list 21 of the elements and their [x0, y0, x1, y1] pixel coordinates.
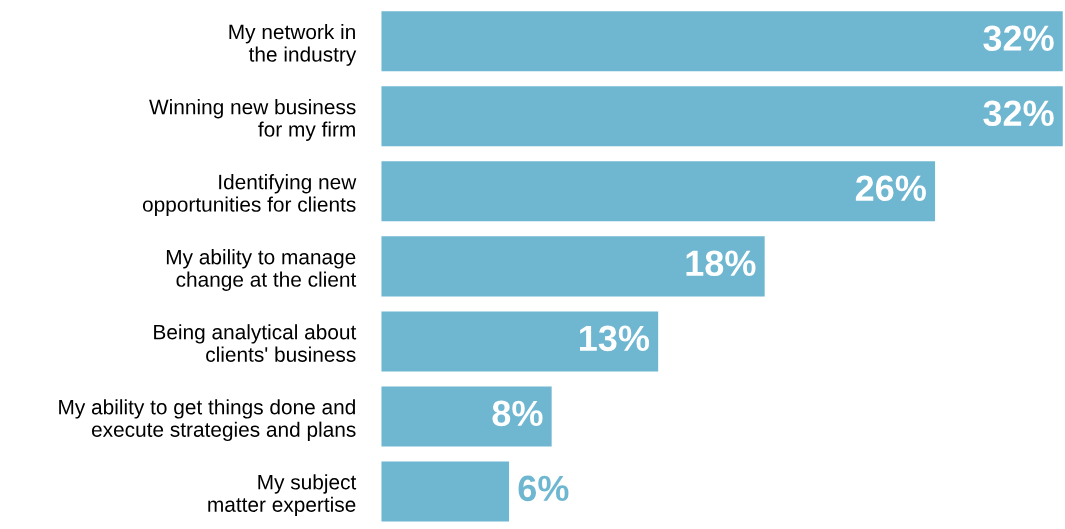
bar [381, 236, 765, 297]
y-tick-label: Being analytical about clients' business [154, 324, 357, 362]
y-tick-label: My network in the industry [229, 24, 357, 66]
data-label: 13% [579, 325, 650, 352]
y-tick-label: My ability to get things done and execute strategies and plans [59, 399, 356, 442]
y-tick-label: Identifying new opportunities for clients [142, 174, 357, 216]
data-label: 8% [492, 400, 543, 427]
bar [381, 386, 552, 447]
data-label: 32% [983, 25, 1054, 52]
data-label: 6% [518, 475, 569, 502]
y-tick-label: My ability to manage change at the client [166, 249, 357, 291]
bar [381, 86, 1063, 147]
data-label: 32% [983, 100, 1054, 127]
bar [381, 311, 659, 372]
data-label: 26% [855, 175, 926, 202]
bar [381, 461, 510, 522]
data-label: 18% [686, 250, 756, 277]
bar [381, 11, 1063, 72]
bar [381, 161, 936, 222]
y-tick-label: My subject matter expertise [208, 474, 357, 517]
y-tick-label: Winning new business for my firm [149, 99, 356, 141]
